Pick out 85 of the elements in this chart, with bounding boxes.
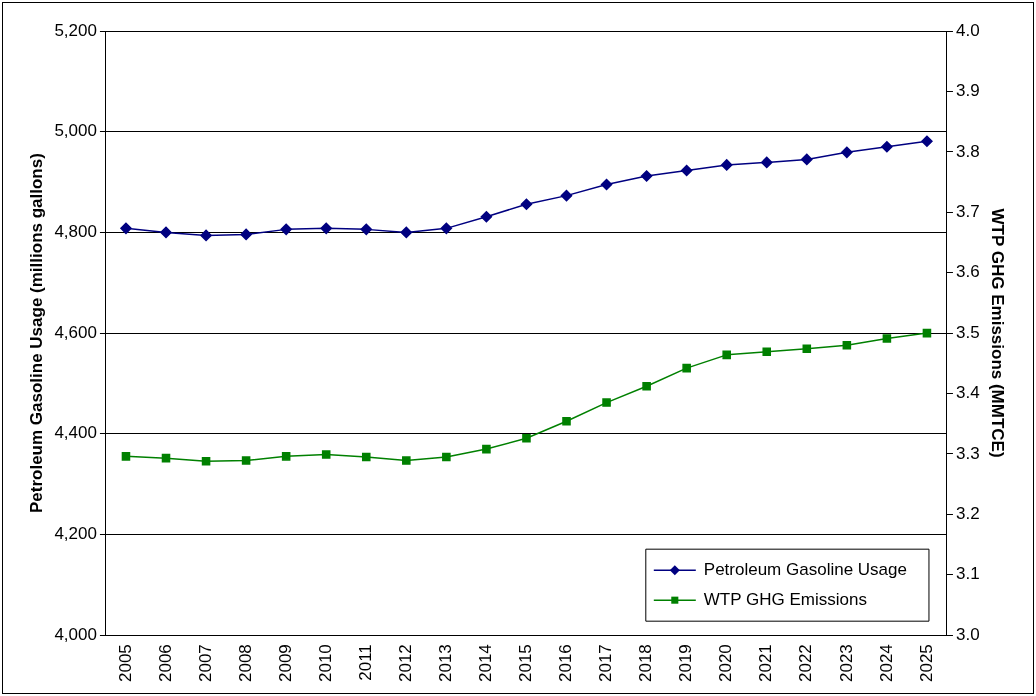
y-tick-label: 4,800 xyxy=(54,222,97,242)
x-tick-label: 2017 xyxy=(596,644,616,683)
x-tick-label: 2020 xyxy=(716,644,736,683)
point xyxy=(361,452,371,462)
y-tick-label: 4,200 xyxy=(54,524,97,544)
x-tick-label: 2014 xyxy=(476,644,496,683)
point xyxy=(762,347,772,357)
x-tick-label: 2023 xyxy=(836,644,856,683)
y-tick-label: 5,200 xyxy=(54,20,97,40)
point xyxy=(201,456,211,466)
point xyxy=(720,159,733,171)
point xyxy=(921,135,933,148)
y-tick-label: 4,600 xyxy=(54,322,97,342)
point xyxy=(520,198,533,210)
point xyxy=(402,456,411,465)
x-tick-label: 2016 xyxy=(556,644,576,683)
point xyxy=(320,222,332,235)
point xyxy=(240,228,252,241)
x-tick-label: 2022 xyxy=(796,644,816,683)
x-tick-label: 2015 xyxy=(516,644,536,683)
point xyxy=(801,153,813,166)
y2-axis-title: WTP GHG Emissions (MMTCE) xyxy=(988,208,1008,458)
x-tick-label: 2009 xyxy=(275,644,295,683)
y-axis-title: Petroleum Gasoline Usage (millions gallons) xyxy=(26,153,46,514)
y2-tick-label: 3.0 xyxy=(955,624,980,644)
x-tick-label: 2010 xyxy=(315,644,335,683)
point xyxy=(200,229,212,242)
y2-tick-label: 3.2 xyxy=(955,504,980,524)
point xyxy=(482,444,491,454)
point xyxy=(480,211,493,223)
point xyxy=(560,189,573,202)
y2-tick-label: 3.8 xyxy=(955,141,980,161)
point xyxy=(280,223,292,236)
point xyxy=(600,178,613,191)
x-tick-label: 2008 xyxy=(235,644,255,683)
y2-tick-label: 3.9 xyxy=(955,81,980,101)
point xyxy=(281,452,291,461)
y2-tick-label: 3.6 xyxy=(955,262,980,282)
legend-label: WTP GHG Emissions xyxy=(703,589,867,609)
point xyxy=(882,334,892,343)
x-tick-label: 2018 xyxy=(636,644,656,683)
point xyxy=(440,222,453,235)
point xyxy=(241,456,251,465)
y2-tick-label: 3.1 xyxy=(955,564,980,584)
y2-tick-label: 3.3 xyxy=(955,443,980,463)
point xyxy=(682,363,691,373)
y-tick-label: 5,000 xyxy=(54,121,97,141)
point xyxy=(562,417,571,426)
point xyxy=(360,223,373,236)
y2-tick-label: 3.4 xyxy=(955,383,980,403)
point xyxy=(120,222,132,235)
x-tick-label: 2013 xyxy=(436,644,456,683)
x-tick-label: 2007 xyxy=(195,644,215,683)
point xyxy=(642,381,651,391)
legend-label: Petroleum Gasoline Usage xyxy=(703,559,907,579)
point xyxy=(842,340,852,350)
y-tick-label: 4,000 xyxy=(54,624,97,644)
x-tick-label: 2012 xyxy=(396,644,415,683)
point xyxy=(400,226,413,239)
point xyxy=(761,156,773,169)
y2-tick-label: 3.5 xyxy=(955,322,980,342)
point xyxy=(640,170,653,182)
point xyxy=(161,453,171,463)
point xyxy=(321,450,331,459)
point xyxy=(160,226,172,239)
point xyxy=(881,141,893,153)
point xyxy=(841,146,853,159)
x-tick-label: 2021 xyxy=(756,644,776,683)
point xyxy=(602,398,611,407)
x-tick-label: 2011 xyxy=(355,644,375,681)
point xyxy=(922,328,932,338)
y-tick-label: 4,400 xyxy=(54,423,97,443)
x-tick-label: 2006 xyxy=(155,644,175,683)
x-tick-label: 2025 xyxy=(916,644,936,683)
point xyxy=(802,344,812,354)
point xyxy=(121,452,131,461)
y2-tick-label: 3.7 xyxy=(955,201,980,221)
x-tick-label: 2005 xyxy=(115,644,135,683)
y2-tick-label: 4.0 xyxy=(955,20,980,40)
point xyxy=(442,452,451,462)
x-tick-label: 2019 xyxy=(676,644,696,683)
point xyxy=(722,350,731,360)
point xyxy=(522,433,531,443)
x-tick-label: 2024 xyxy=(876,644,896,683)
point xyxy=(680,164,693,177)
